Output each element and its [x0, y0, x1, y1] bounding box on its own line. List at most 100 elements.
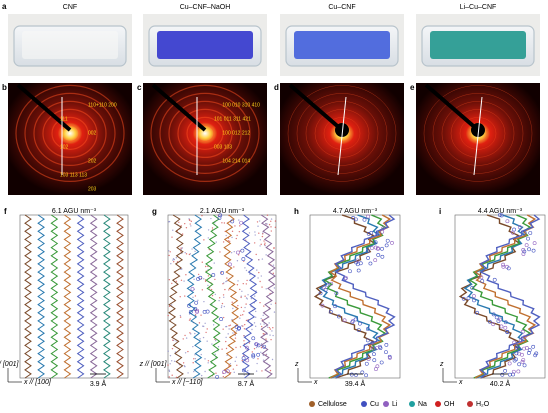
solvent: [180, 279, 183, 281]
ring: [287, 85, 397, 182]
ion: [366, 231, 371, 236]
beam-arm: [151, 83, 207, 132]
solvent: [260, 325, 263, 328]
ion: [375, 345, 379, 350]
ion: [372, 358, 377, 363]
solvent: [260, 275, 263, 277]
solvent: [168, 369, 170, 371]
ion: [503, 369, 508, 373]
reflection-label: 100 010 310 410: [222, 102, 260, 108]
solvent: [232, 307, 234, 310]
solvent: [207, 275, 210, 277]
solvent: [227, 333, 229, 335]
solvent: [239, 225, 241, 227]
solvent: [251, 328, 253, 331]
ion: [521, 358, 526, 362]
ion: [510, 230, 515, 235]
panel-letter: d: [274, 83, 279, 92]
solvent: [263, 333, 265, 335]
cellulose-chain: [116, 214, 124, 379]
solvent: [232, 332, 234, 334]
solvent: [236, 364, 238, 367]
solvent: [263, 240, 265, 242]
solvent: [188, 253, 191, 256]
solvent: [260, 346, 263, 349]
solvent: [269, 369, 272, 372]
solvent: [229, 371, 232, 374]
solvent: [225, 325, 227, 328]
ion: [365, 338, 370, 343]
solvent: [268, 322, 270, 324]
ion: [516, 369, 521, 374]
solvent: [200, 314, 202, 316]
ion: [528, 231, 533, 235]
ion: [370, 340, 375, 345]
ion: [251, 354, 256, 359]
solvent: [222, 294, 225, 296]
solvent: [245, 297, 248, 299]
solvent: [185, 253, 188, 255]
density-label: 4.4 AGU nm⁻³: [478, 208, 523, 215]
solvent: [265, 338, 267, 340]
solvent: [265, 254, 267, 256]
solvent: [259, 301, 261, 304]
ion: [188, 309, 193, 314]
ion: [526, 351, 531, 355]
ion: [521, 252, 526, 256]
legend-icon: [309, 401, 315, 407]
ion: [370, 246, 374, 251]
solvent: [221, 302, 224, 305]
solvent: [255, 370, 258, 372]
solvent: [167, 364, 169, 366]
solvent: [170, 263, 172, 265]
ion: [503, 320, 508, 325]
solvent: [230, 252, 233, 254]
solvent: [263, 305, 265, 307]
spacing-label: 3.9 Å: [90, 379, 107, 388]
legend-label: Cellulose: [318, 401, 347, 408]
solvent: [220, 306, 223, 309]
ion: [514, 345, 519, 350]
ion: [532, 241, 537, 246]
ion: [531, 344, 536, 349]
solvent: [192, 296, 194, 299]
ion: [520, 359, 525, 364]
solvent: [193, 358, 195, 360]
solvent: [184, 365, 186, 368]
solvent: [241, 325, 243, 327]
solvent: [172, 259, 174, 261]
ion: [240, 248, 245, 253]
solvent: [228, 328, 230, 330]
pattern: [143, 83, 267, 195]
solvent: [214, 338, 216, 341]
solvent: [168, 370, 171, 373]
cellulose-chain: [323, 214, 387, 379]
solvent: [262, 314, 264, 317]
solvent: [168, 305, 171, 307]
solvent: [188, 218, 190, 220]
ring: [441, 101, 515, 166]
solvent: [257, 358, 259, 360]
solvent: [224, 288, 226, 291]
solvent: [255, 346, 258, 349]
solvent: [266, 223, 268, 225]
ion: [520, 329, 525, 334]
ion: [348, 269, 352, 274]
solvent: [263, 323, 265, 325]
ion: [360, 370, 365, 375]
solvent: [175, 280, 178, 283]
ion: [461, 296, 466, 301]
ion: [355, 258, 360, 263]
solvent: [265, 288, 267, 290]
reflection-label: 202: [88, 158, 97, 164]
solvent: [261, 370, 263, 372]
cellulose-chain: [241, 214, 258, 379]
solvent: [237, 254, 240, 256]
ion: [320, 303, 325, 308]
legend-icon: [467, 401, 473, 407]
ion: [390, 240, 394, 245]
density-label: 6.1 AGU nm⁻³: [52, 208, 97, 215]
solvent: [182, 338, 184, 340]
solvent: [225, 336, 227, 339]
z-axis-label: z // [001]: [139, 361, 168, 368]
